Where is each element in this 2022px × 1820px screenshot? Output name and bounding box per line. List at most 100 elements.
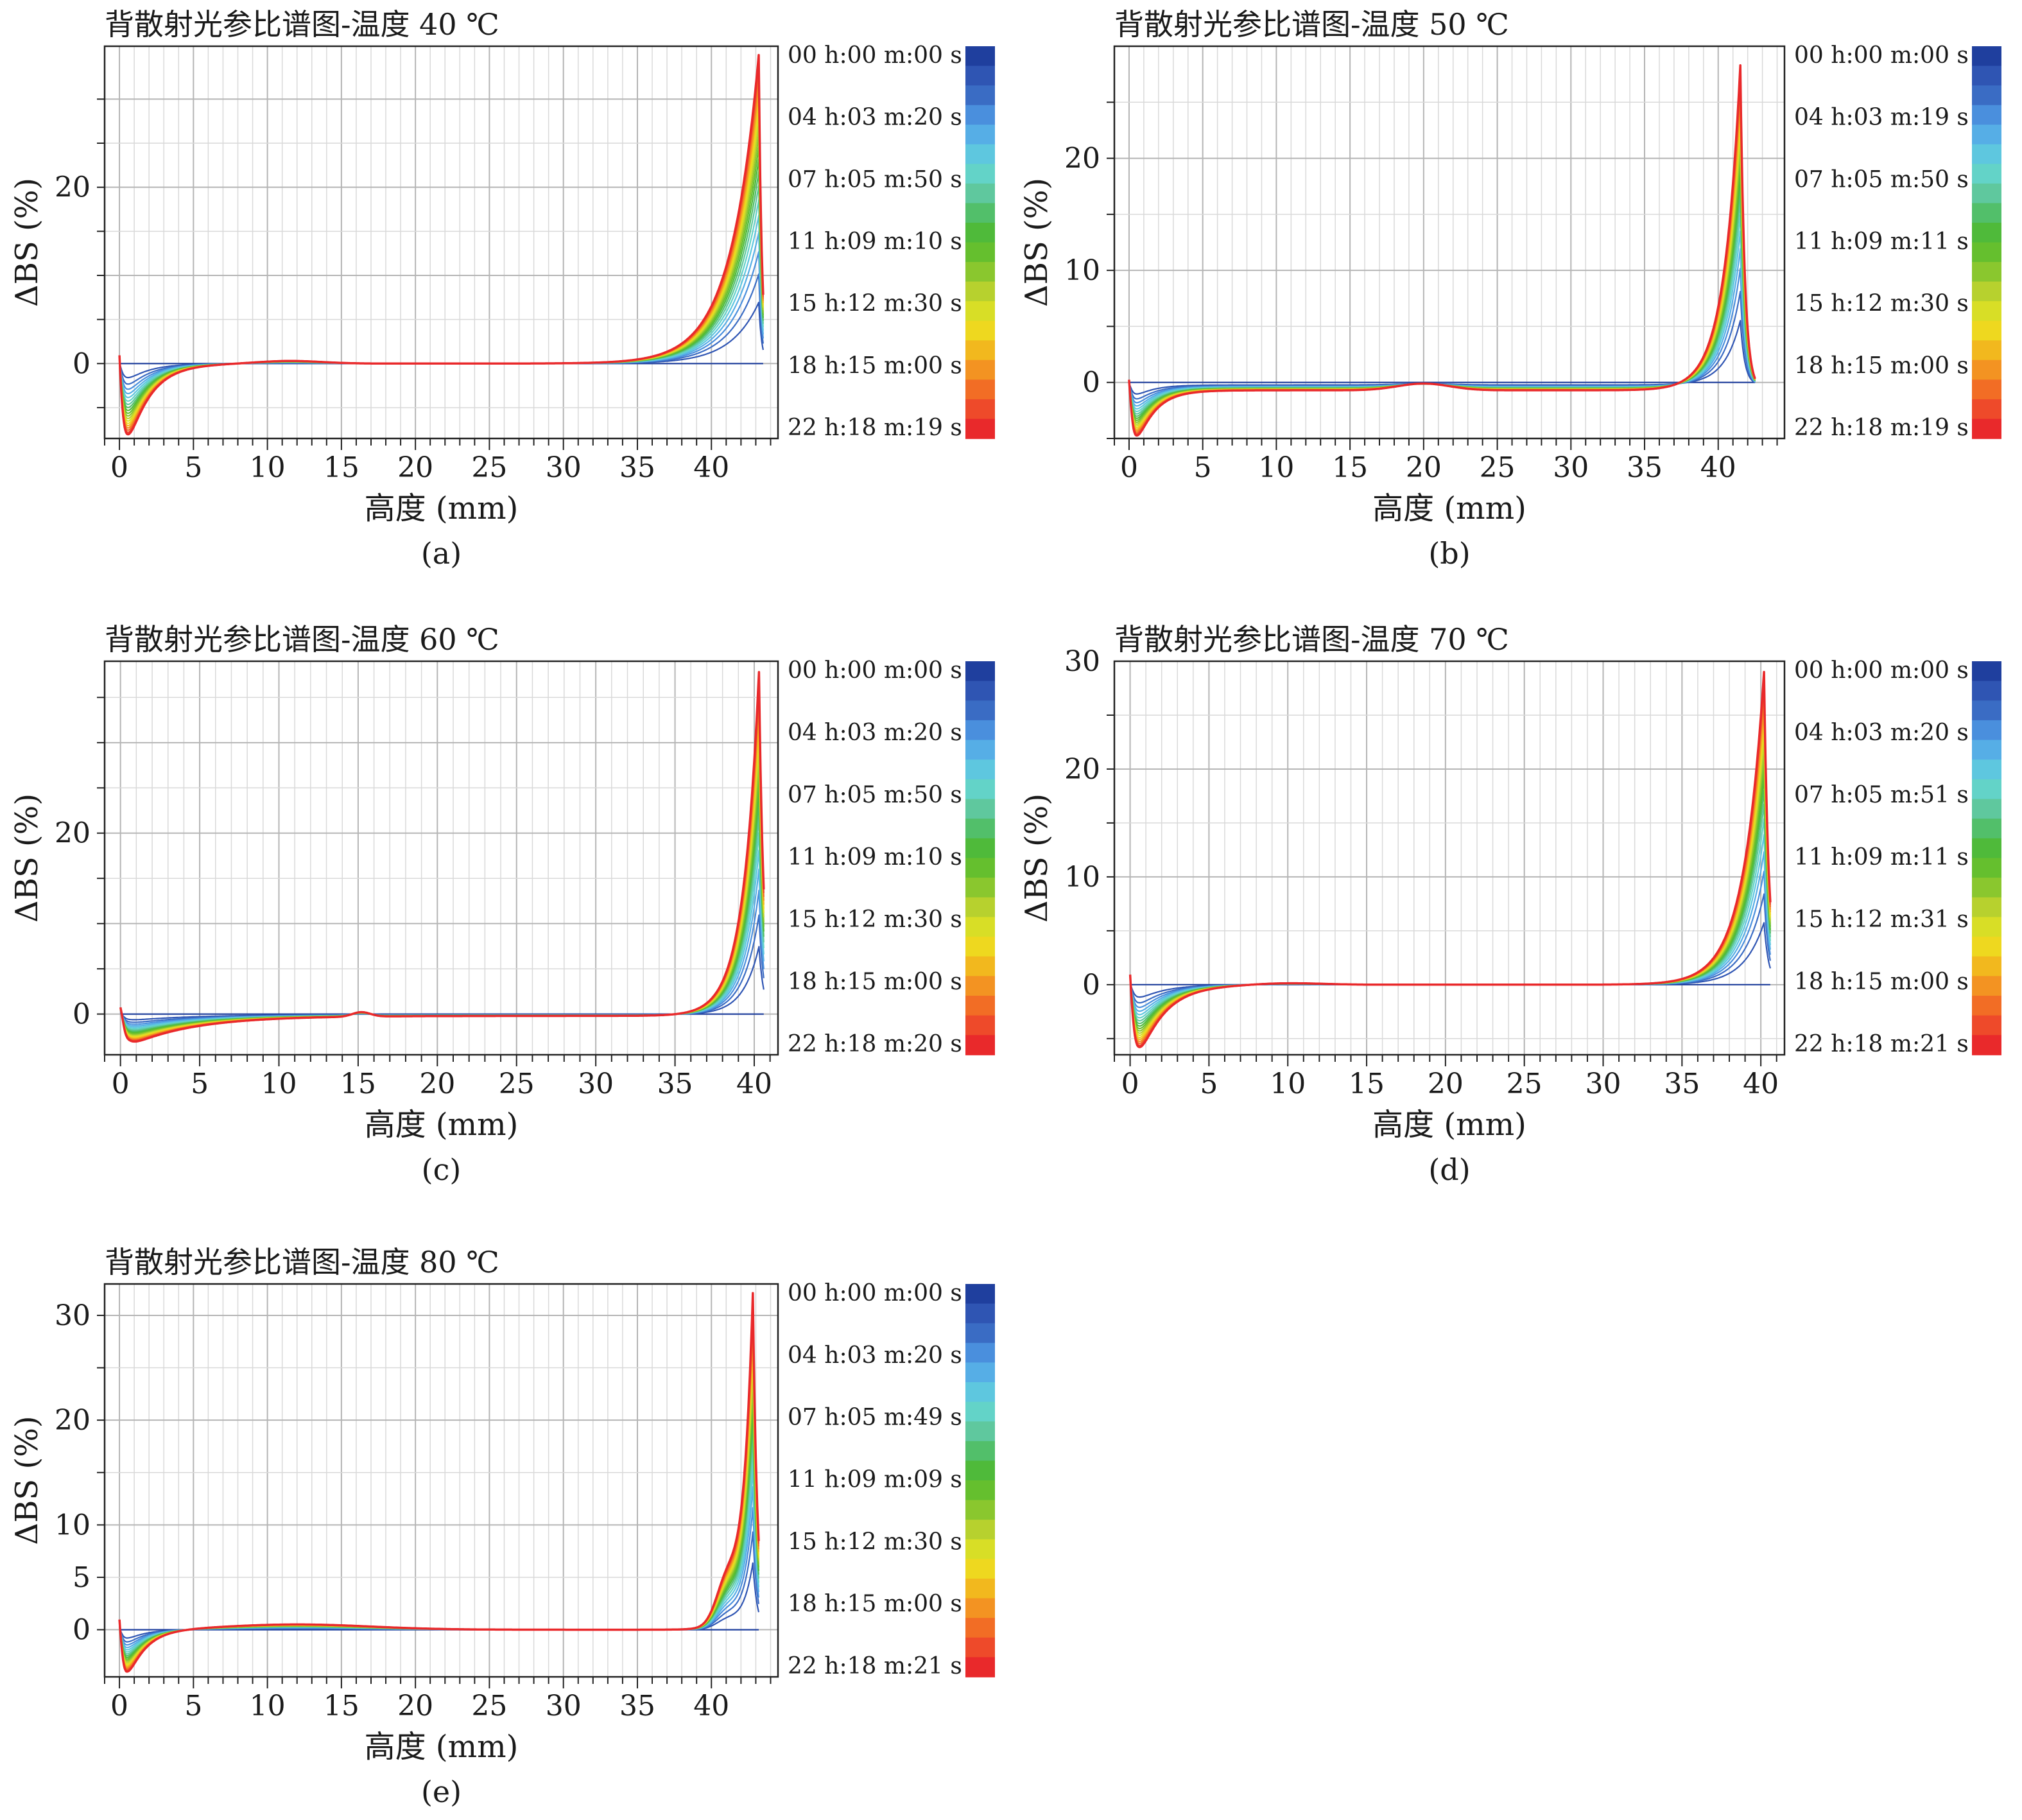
series-line-8: [1129, 803, 1771, 1022]
x-tick-label: 40: [1743, 1068, 1779, 1100]
colorbar-segment: [965, 1559, 995, 1579]
colorbar-segment: [1972, 976, 2001, 996]
series-line-11: [1129, 764, 1771, 1030]
x-tick-label: 0: [110, 1690, 128, 1722]
colorbar-segment: [965, 1618, 995, 1638]
x-tick-label: 15: [324, 1690, 359, 1722]
colorbar-segment: [965, 819, 995, 839]
x-tick-label: 20: [1428, 1068, 1464, 1100]
colorbar-segment: [965, 1015, 995, 1036]
x-tick-label: 35: [619, 1690, 655, 1722]
y-tick-label: 0: [1082, 969, 1100, 1001]
series-line-2: [119, 946, 765, 1021]
y-tick-label: 0: [73, 347, 91, 380]
y-tick-label: 30: [1064, 645, 1100, 678]
series-line-9: [1129, 790, 1771, 1025]
colorbar-segment: [1972, 661, 2001, 682]
y-tick-label: 10: [1064, 861, 1100, 894]
x-tick-label: 25: [1507, 1068, 1542, 1100]
chart-title: 背散射光参比谱图-温度 70 ℃: [1114, 622, 1509, 657]
colorbar-segment: [1972, 320, 2001, 342]
colorbar-segment: [1972, 1035, 2001, 1055]
x-tick-label: 10: [250, 451, 286, 484]
colorbar-segment: [965, 858, 995, 878]
colorbar-segment: [965, 779, 995, 800]
colorbar-segment: [965, 897, 995, 918]
series-line-13: [119, 747, 765, 1037]
y-tick-label: 5: [73, 1561, 91, 1594]
series-line-20: [118, 1292, 760, 1673]
colorbar: [1972, 661, 2001, 1055]
series-line-6: [119, 849, 765, 1028]
series-line-20: [1128, 64, 1756, 437]
time-legend-label: 18 h:15 m:00 s: [1794, 969, 1969, 995]
x-tick-label: 20: [1406, 451, 1442, 484]
time-legend-label: 11 h:09 m:10 s: [788, 229, 962, 255]
time-legend-label: 18 h:15 m:00 s: [788, 1591, 962, 1617]
y-tick-label: 20: [1064, 753, 1100, 786]
colorbar-segment: [965, 222, 995, 243]
colorbar-segment: [965, 65, 995, 86]
series-line-17: [1128, 93, 1756, 432]
colorbar-segment: [965, 1303, 995, 1324]
time-legend-label: 18 h:15 m:00 s: [1794, 352, 1969, 379]
x-tick-label: 30: [1553, 451, 1589, 484]
chart-title: 背散射光参比谱图-温度 80 ℃: [105, 1245, 499, 1279]
colorbar-segment: [965, 301, 995, 322]
time-legend-label: 11 h:09 m:11 s: [1794, 844, 1969, 871]
series-line-18: [119, 1312, 760, 1670]
x-tick-label: 40: [736, 1068, 772, 1100]
colorbar-segment: [965, 1460, 995, 1481]
series-line-13: [1128, 135, 1756, 425]
x-tick-label: 25: [499, 1068, 535, 1100]
x-tick-label: 40: [1700, 451, 1736, 484]
panel-label: (b): [1428, 536, 1470, 571]
colorbar-segment: [1972, 281, 2001, 302]
time-legend-label: 22 h:18 m:21 s: [788, 1653, 962, 1679]
colorbar-segment: [1972, 680, 2001, 702]
series-line-20: [118, 53, 765, 436]
colorbar-segment: [965, 281, 995, 302]
colorbar-segment: [965, 700, 995, 721]
colorbar-segment: [1972, 203, 2001, 223]
time-legend-label: 00 h:00 m:00 s: [1794, 42, 1969, 69]
panel-label: (a): [421, 536, 462, 571]
y-tick-label: 20: [1064, 143, 1100, 175]
y-tick-label: 10: [1064, 254, 1100, 287]
x-tick-label: 5: [1200, 1068, 1218, 1100]
colorbar-segment: [965, 1657, 995, 1677]
plot-frame: [103, 660, 779, 1056]
series-line-14: [1129, 730, 1771, 1036]
series-line-4: [119, 889, 765, 1025]
colorbar-segment: [1972, 399, 2001, 420]
series-line-3: [119, 1531, 760, 1643]
series-line-13: [1129, 741, 1771, 1034]
y-tick-label: 30: [55, 1299, 91, 1332]
time-legend-label: 22 h:18 m:19 s: [788, 415, 962, 441]
series-line-12: [119, 760, 765, 1036]
colorbar: [965, 46, 995, 439]
colorbar-segment: [1972, 740, 2001, 761]
grid-lines: [104, 1284, 778, 1677]
y-tick-label: 0: [73, 998, 91, 1031]
time-legend-label: 11 h:09 m:09 s: [788, 1467, 962, 1493]
time-legend-label: 22 h:18 m:20 s: [788, 1031, 962, 1057]
colorbar-segment: [1972, 360, 2001, 381]
time-legend-label: 15 h:12 m:30 s: [788, 906, 962, 933]
x-tick-label: 20: [419, 1068, 455, 1100]
colorbar-segment: [1972, 720, 2001, 741]
colorbar-segment: [965, 838, 995, 859]
x-tick-label: 30: [546, 1690, 582, 1722]
time-legend-label: 15 h:12 m:31 s: [1794, 906, 1969, 933]
time-legend-label: 11 h:09 m:10 s: [788, 844, 962, 871]
colorbar-segment: [965, 956, 995, 977]
x-tick-label: 10: [1258, 451, 1294, 484]
plot-frame: [1113, 45, 1786, 440]
time-legend-label: 11 h:09 m:11 s: [1794, 229, 1969, 255]
series-line-18: [1129, 689, 1771, 1044]
time-legend-label: 18 h:15 m:00 s: [788, 352, 962, 379]
colorbar-segment: [965, 1035, 995, 1055]
y-axis-label: ΔBS (%): [9, 178, 45, 307]
x-tick-label: 5: [184, 1690, 202, 1722]
